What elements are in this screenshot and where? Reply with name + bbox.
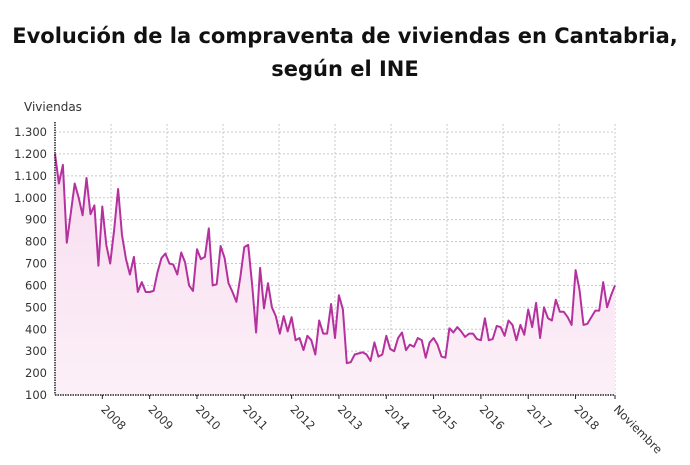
y-tick-label: 500 xyxy=(25,300,47,314)
y-tick-label: 900 xyxy=(25,213,47,227)
y-tick-label: 1.000 xyxy=(14,191,47,205)
x-tick-label: 2009 xyxy=(146,402,177,433)
x-tick-label: 2011 xyxy=(240,402,271,433)
axes xyxy=(54,122,615,396)
x-tick-label: 2013 xyxy=(335,402,366,433)
x-tick-label: 2016 xyxy=(477,402,508,433)
chart-title: Evolución de la compraventa de viviendas… xyxy=(0,20,690,86)
area-fill xyxy=(55,153,615,395)
y-tick-label: 1.200 xyxy=(14,147,47,161)
y-tick-label: 400 xyxy=(25,322,47,336)
x-tick-label: 2012 xyxy=(287,402,318,433)
x-ticks: 2008 2009 2010 2011 2012 2013 2014 2015 2016 2017… xyxy=(98,395,665,457)
y-tick-label: 800 xyxy=(25,235,47,249)
x-tick-label: 2014 xyxy=(382,402,413,433)
x-tick-label: 2010 xyxy=(193,402,224,433)
x-tick-label: Noviembre xyxy=(611,402,665,456)
y-tick-label: 300 xyxy=(25,344,47,358)
y-axis-label: Viviendas xyxy=(24,100,82,114)
y-tick-label: 1.300 xyxy=(14,125,47,139)
y-tick-label: 200 xyxy=(25,366,47,380)
y-ticks: 100 200 300 400 500 600 700 800 900 1.000 1.100 1.2… xyxy=(14,125,47,402)
y-tick-label: 600 xyxy=(25,278,47,292)
x-tick-label: 2008 xyxy=(98,402,129,433)
x-tick-label: 2017 xyxy=(524,402,555,433)
x-tick-label: 2015 xyxy=(429,402,460,433)
chart-title-line-1: Evolución de la compraventa de viviendas… xyxy=(12,24,678,48)
data-points xyxy=(54,153,616,364)
chart-title-line-2: según el INE xyxy=(271,57,419,81)
y-tick-label: 100 xyxy=(25,388,47,402)
y-tick-label: 1.100 xyxy=(14,169,47,183)
x-tick-label: 2018 xyxy=(571,402,602,433)
y-tick-label: 700 xyxy=(25,257,47,271)
